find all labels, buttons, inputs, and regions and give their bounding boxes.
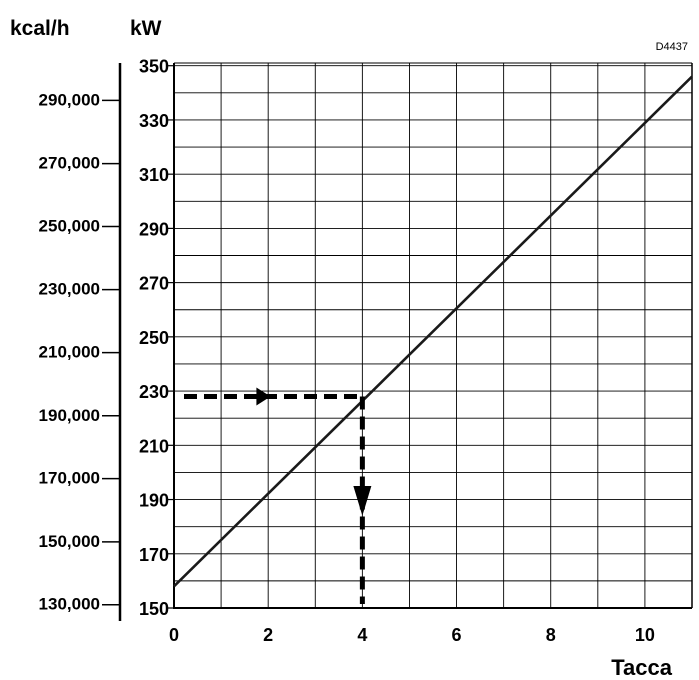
reading-arrow-down bbox=[353, 485, 372, 516]
kcal-tick-label: 210,000 bbox=[39, 343, 100, 362]
kw-tick-label: 150 bbox=[139, 599, 169, 619]
axes bbox=[102, 62, 693, 621]
reading-guide bbox=[184, 387, 372, 604]
x-tick-label: 10 bbox=[635, 625, 655, 645]
x-tick-label: 2 bbox=[263, 625, 273, 645]
kcal-tick-label: 230,000 bbox=[39, 280, 100, 299]
kw-tick-label: 290 bbox=[139, 219, 169, 239]
x-tick-label: 6 bbox=[452, 625, 462, 645]
kw-tick-label: 170 bbox=[139, 545, 169, 565]
grid bbox=[174, 63, 693, 608]
x-axis-title: Tacca bbox=[611, 655, 673, 680]
kcal-tick-label: 270,000 bbox=[39, 154, 100, 173]
kw-tick-label: 190 bbox=[139, 491, 169, 511]
x-tick-label: 4 bbox=[357, 625, 367, 645]
kcal-tick-label: 170,000 bbox=[39, 469, 100, 488]
kw-tick-label: 230 bbox=[139, 382, 169, 402]
kw-tick-label: 330 bbox=[139, 111, 169, 131]
series-line bbox=[173, 75, 693, 588]
x-tick-label: 0 bbox=[169, 625, 179, 645]
kw-tick-label: 210 bbox=[139, 436, 169, 456]
series bbox=[173, 75, 693, 588]
kcal-tick-label: 190,000 bbox=[39, 406, 100, 425]
kcal-tick-label: 290,000 bbox=[39, 90, 100, 109]
kcal-axis-title: kcal/h bbox=[10, 17, 70, 40]
kw-tick-label: 310 bbox=[139, 165, 169, 185]
kcal-tick-label: 130,000 bbox=[39, 595, 100, 614]
x-tick-label: 8 bbox=[546, 625, 556, 645]
labels: 130,000 150,000 170,000 190,000 210,000 230,0… bbox=[10, 17, 688, 680]
kcal-tick-label: 150,000 bbox=[39, 532, 100, 551]
kw-axis-title: kW bbox=[130, 17, 162, 40]
figure-code: D4437 bbox=[656, 41, 688, 53]
kw-tick-label: 270 bbox=[139, 274, 169, 294]
kcal-tick-label: 250,000 bbox=[39, 217, 100, 236]
reading-arrow-right bbox=[256, 387, 271, 406]
kw-tick-label: 350 bbox=[139, 57, 169, 77]
kw-tick-label: 250 bbox=[139, 328, 169, 348]
